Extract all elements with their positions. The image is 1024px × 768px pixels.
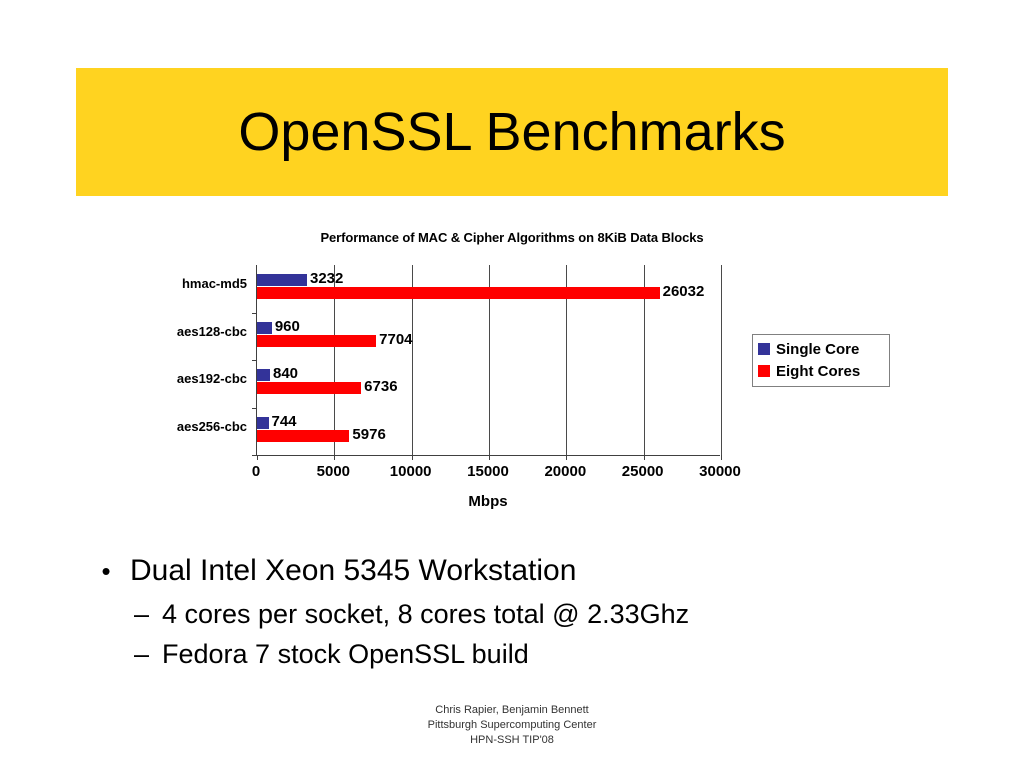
bullet-marker-icon: – xyxy=(134,599,150,629)
footer-organization: Pittsburgh Supercomputing Center xyxy=(427,719,597,731)
chart-y-tick xyxy=(252,360,257,361)
chart-bar-value-label: 6736 xyxy=(364,378,398,395)
chart-bar-single-core xyxy=(257,321,272,334)
sub-bullet-item: –4 cores per socket, 8 cores total @ 2.3… xyxy=(134,594,942,634)
chart-bar-eight-cores xyxy=(257,334,377,347)
footer-authors: Chris Rapier, Benjamin Bennett xyxy=(435,704,589,716)
chart-category-label: aes128-cbc xyxy=(176,323,247,339)
chart-legend-label: Single Core xyxy=(776,340,860,358)
chart-bar-value-label: 840 xyxy=(272,365,299,382)
chart-gridline xyxy=(721,265,722,455)
chart-y-tick xyxy=(252,312,257,314)
chart-bar-value-label: 7704 xyxy=(379,330,413,348)
chart-category-label: aes256-cbc xyxy=(176,418,247,434)
legend-swatch-icon xyxy=(758,343,770,355)
chart-x-tick xyxy=(257,455,258,460)
chart-bar-single-core xyxy=(257,274,307,286)
chart-legend-label: Eight Cores xyxy=(776,362,861,380)
chart-y-tick xyxy=(252,407,257,409)
chart-x-axis-line xyxy=(256,455,720,456)
chart-x-axis-title: Mbps xyxy=(468,493,508,510)
bullet-list: • Dual Intel Xeon 5345 Workstation –4 core… xyxy=(82,550,942,674)
chart-plot-area: 3232 26032 960 7704 840 6736 744 5976 xyxy=(252,265,722,460)
chart-gridline xyxy=(489,265,490,455)
footer-venue: HPN-SSH TIP'08 xyxy=(470,734,554,746)
chart-x-tick xyxy=(721,455,722,460)
chart-x-tick xyxy=(566,455,568,460)
chart-category-label: hmac-md5 xyxy=(181,276,247,291)
chart-x-tick xyxy=(334,455,336,460)
chart-x-tick-label: 0 xyxy=(251,463,261,480)
chart-bar-value-label: 3232 xyxy=(309,270,344,287)
legend-swatch-icon xyxy=(758,365,770,377)
chart-bar-group: 840 6736 xyxy=(257,365,720,395)
chart-x-tick xyxy=(643,455,645,460)
chart-bar-value-label: 26032 xyxy=(662,283,705,300)
chart-x-tick-labels: 0 5000 10000 15000 20000 25000 30000 xyxy=(252,463,741,485)
bullet-text: Fedora 7 stock OpenSSL build xyxy=(162,639,529,669)
chart-bar-eight-cores xyxy=(257,429,350,442)
chart-x-tick-label: 10000 xyxy=(389,463,432,480)
bullet-item: • Dual Intel Xeon 5345 Workstation xyxy=(82,550,942,592)
chart-x-tick-label: 20000 xyxy=(544,463,587,480)
chart-x-tick-label: 30000 xyxy=(699,463,741,480)
sub-bullet-item: – Fedora 7 stock OpenSSL build xyxy=(134,634,942,674)
chart-gridline xyxy=(334,265,336,455)
chart-title: Performance of MAC & Cipher Algorithms o… xyxy=(320,230,704,245)
chart-bar-group: 3232 26032 xyxy=(257,270,720,300)
slide-title-banner: OpenSSL Benchmarks xyxy=(76,68,948,196)
chart-bar-single-core xyxy=(257,369,270,381)
chart-x-tick-label: 15000 xyxy=(467,463,509,480)
chart-legend: Single Core Eight Cores xyxy=(752,334,890,387)
chart-bar-value-label: 5976 xyxy=(352,425,386,443)
chart-bar-group: 744 5976 xyxy=(257,412,720,443)
bullet-text: Dual Intel Xeon 5345 Workstation xyxy=(130,554,577,587)
chart-x-tick-label: 5000 xyxy=(316,463,351,480)
chart-y-tick xyxy=(252,455,257,456)
benchmark-bar-chart: Performance of MAC & Cipher Algorithms o… xyxy=(0,225,1024,535)
bullet-marker-icon: • xyxy=(101,556,111,586)
chart-category-label: aes192-cbc xyxy=(176,371,247,386)
chart-category-axis: hmac-md5 aes128-cbc aes192-cbc aes256-cbc xyxy=(135,265,247,455)
chart-gridline xyxy=(643,265,645,455)
chart-x-tick xyxy=(411,455,413,460)
chart-bar-single-core xyxy=(257,416,269,429)
chart-bar-value-label: 744 xyxy=(271,412,297,430)
chart-bar-value-label: 960 xyxy=(274,317,300,335)
chart-x-tick-label: 25000 xyxy=(621,463,664,480)
bullet-marker-icon: – xyxy=(134,639,150,669)
chart-bar-eight-cores xyxy=(257,287,660,299)
chart-bar-group: 960 7704 xyxy=(257,317,720,348)
bullet-text: 4 cores per socket, 8 cores total @ 2.33… xyxy=(162,599,690,629)
chart-x-tick xyxy=(489,455,490,460)
page-title: OpenSSL Benchmarks xyxy=(238,102,786,162)
chart-legend-item: Eight Cores xyxy=(758,360,884,382)
chart-gridline xyxy=(411,265,413,455)
chart-legend-item: Single Core xyxy=(758,338,884,360)
chart-gridline xyxy=(566,265,568,455)
slide-footer: Chris Rapier, Benjamin Bennett Pittsburg… xyxy=(0,703,1024,748)
chart-bar-eight-cores xyxy=(257,382,362,394)
